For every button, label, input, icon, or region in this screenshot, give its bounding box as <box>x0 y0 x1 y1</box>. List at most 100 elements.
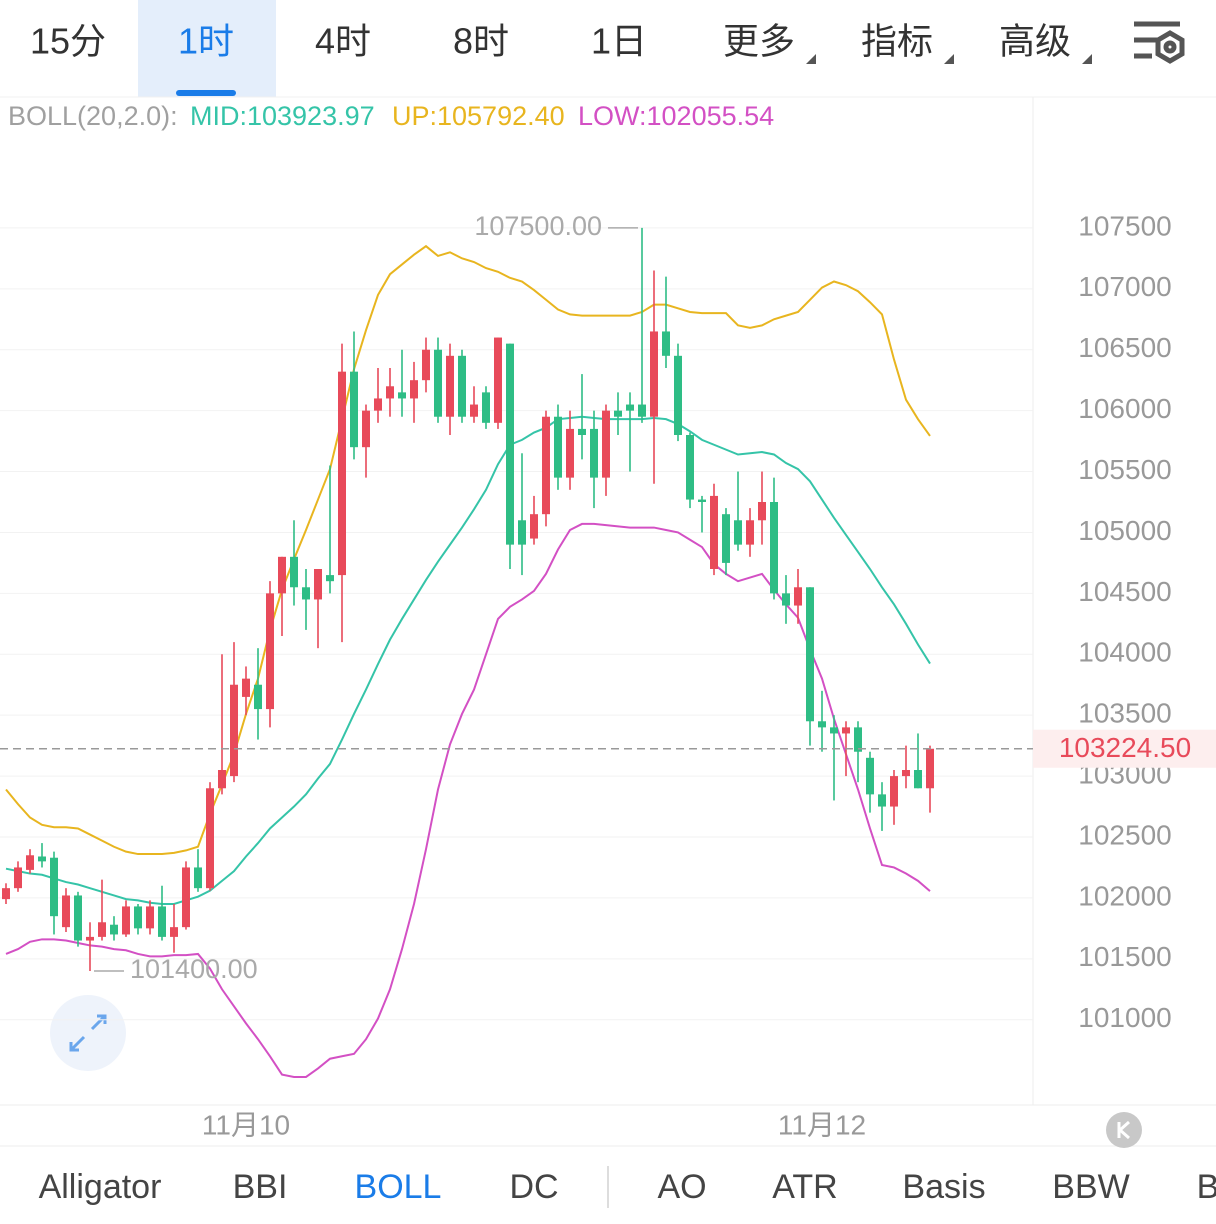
candle-body <box>278 556 286 594</box>
candle-body <box>842 727 850 734</box>
candle-body <box>458 355 466 417</box>
candle-body <box>794 587 802 606</box>
candle-body <box>302 587 310 600</box>
indicator-tab[interactable]: BOLL <box>355 1168 442 1206</box>
candle-body <box>350 371 358 448</box>
boll-line <box>5 415 931 905</box>
timeframe-tab[interactable]: 4时 <box>315 21 371 62</box>
candle-body <box>902 770 910 777</box>
candle-body <box>110 924 118 935</box>
candle-body <box>866 757 874 795</box>
y-tick-label: 102500 <box>1078 819 1171 850</box>
candle-body <box>62 895 70 928</box>
candle-body <box>782 593 790 606</box>
candle-body <box>746 520 754 545</box>
y-tick-label: 105500 <box>1078 454 1171 485</box>
candle-body <box>650 331 658 417</box>
candle-body <box>266 593 274 710</box>
candle-body <box>662 331 670 356</box>
candle-body <box>86 936 94 941</box>
candle-body <box>686 435 694 500</box>
candle-body <box>242 678 250 697</box>
dropdown-arrow <box>944 54 954 64</box>
indicator-tab[interactable]: BBW <box>1052 1168 1129 1206</box>
candle-body <box>518 520 526 545</box>
candle-body <box>194 867 202 889</box>
candle-body <box>254 684 262 710</box>
y-tick-label: 106500 <box>1078 332 1171 363</box>
candle-body <box>734 520 742 545</box>
x-tick-label: 11月12 <box>778 1109 866 1140</box>
last-price-box <box>1033 729 1216 768</box>
candle-body <box>566 428 574 478</box>
legend-entry: MID:103923.97 <box>190 101 375 131</box>
candle-body <box>74 895 82 941</box>
candle-body <box>26 855 34 870</box>
candle-body <box>146 906 154 929</box>
y-tick-label: 107000 <box>1078 271 1171 302</box>
candle-body <box>710 495 718 569</box>
candle-body <box>314 569 322 600</box>
candle-body <box>614 410 622 417</box>
candle-body <box>818 721 826 728</box>
candle-body <box>398 392 406 399</box>
button-bg <box>1106 1112 1142 1148</box>
indicator-tab[interactable]: AO <box>657 1168 706 1206</box>
indicator-tab[interactable]: ATR <box>772 1168 837 1206</box>
candle-body <box>602 410 610 478</box>
candle-body <box>122 906 130 935</box>
indicator-tab[interactable]: Alligator <box>39 1168 162 1206</box>
candle-body <box>374 398 382 411</box>
timeframe-tab[interactable]: 高级 <box>999 21 1071 62</box>
candle-body <box>38 856 46 862</box>
icon-gear <box>1155 30 1185 64</box>
y-tick-label: 104000 <box>1078 637 1171 668</box>
candle-body <box>386 386 394 399</box>
timeframe-tab[interactable]: 1时 <box>178 21 234 62</box>
candle-body <box>50 857 58 917</box>
y-tick-label: 105000 <box>1078 515 1171 546</box>
candle-body <box>806 587 814 722</box>
low-label: 101400.00 <box>130 954 258 984</box>
candle-body <box>530 514 538 539</box>
candle-body <box>482 392 490 423</box>
candle-body <box>638 404 646 417</box>
high-label: 107500.00 <box>474 211 602 241</box>
k-button[interactable] <box>1106 1112 1142 1148</box>
candle-body <box>14 867 22 889</box>
timeframe-tab[interactable]: 15分 <box>30 21 106 62</box>
candle-body <box>362 410 370 448</box>
candle-body <box>158 906 166 937</box>
candle-body <box>2 888 10 900</box>
candle-body <box>326 575 334 582</box>
timeframe-tab[interactable]: 1日 <box>591 21 647 62</box>
indicator-tab[interactable]: DC <box>509 1168 558 1206</box>
candle-body <box>722 514 730 563</box>
indicator-tab[interactable]: Basis <box>902 1168 985 1206</box>
indicator-tab[interactable]: B <box>1197 1168 1216 1206</box>
settings-icon[interactable] <box>1134 21 1185 64</box>
candle-body <box>98 922 106 937</box>
candle-body <box>590 428 598 478</box>
indicator-tab[interactable]: BBI <box>233 1168 288 1206</box>
timeframe-tab[interactable]: 8时 <box>453 21 509 62</box>
legend-entry: UP:105792.40 <box>392 101 565 131</box>
expand-button[interactable] <box>50 995 126 1071</box>
candle-body <box>578 428 586 435</box>
candle-body <box>446 355 454 417</box>
candle-body <box>230 684 238 777</box>
candle-body <box>830 727 838 734</box>
candle-body <box>854 727 862 752</box>
y-tick-label: 102000 <box>1078 880 1171 911</box>
candle-body <box>674 355 682 435</box>
y-tick-label: 106000 <box>1078 393 1171 424</box>
timeframe-tab[interactable]: 更多 <box>723 21 795 62</box>
indicator-title: BOLL(20,2.0): <box>8 101 178 131</box>
candle-body <box>878 794 886 807</box>
candle-body <box>422 349 430 381</box>
timeframe-tab[interactable]: 指标 <box>861 21 933 62</box>
k-icon <box>1117 1120 1130 1140</box>
legend-entry: LOW:102055.54 <box>578 101 774 131</box>
candle-body <box>290 556 298 588</box>
candle-body <box>758 502 766 521</box>
